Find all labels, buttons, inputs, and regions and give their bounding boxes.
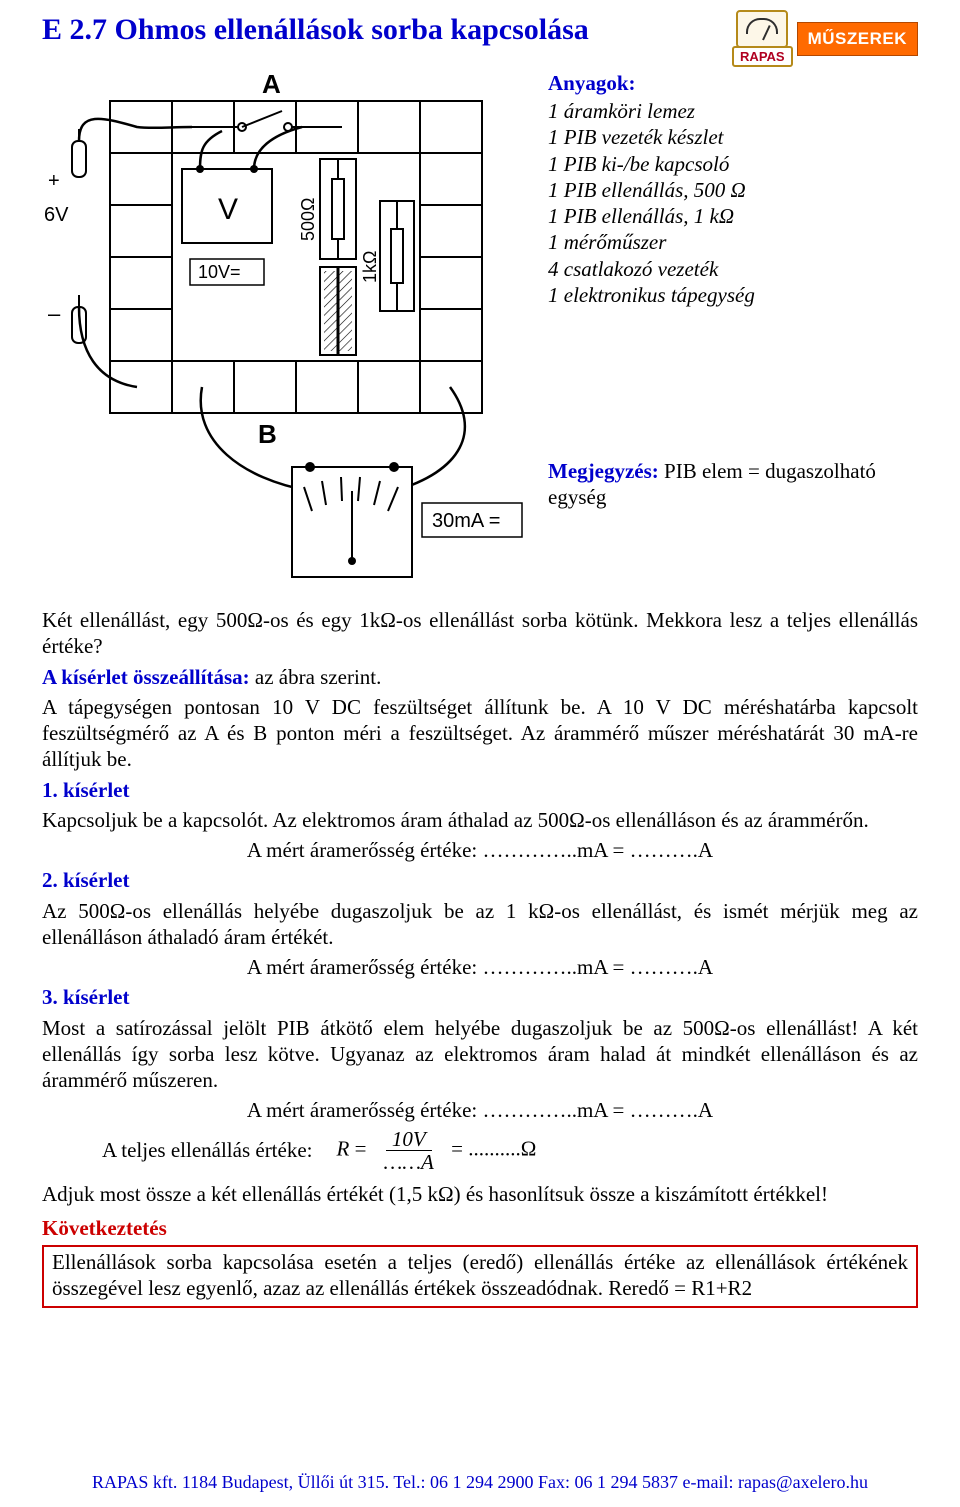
brand-subtitle: MŰSZEREK (797, 22, 918, 56)
diagram-label-A: A (262, 71, 281, 99)
materials-item: 1 elektronikus tápegység (548, 282, 918, 308)
materials-item: 1 áramköri lemez (548, 98, 918, 124)
exp2-body: Az 500Ω-os ellenállás helyébe dugaszolju… (42, 898, 918, 951)
materials-heading: Anyagok: (548, 71, 918, 96)
setup-tail: az ábra szerint. (250, 665, 382, 689)
exp2-measure: A mért áramerősség értéke: …………..mA = ……… (42, 954, 918, 980)
brand-logo: RAPAS MŰSZEREK (732, 10, 918, 67)
materials-item: 1 PIB ellenállás, 1 kΩ (548, 203, 918, 229)
exp1-measure: A mért áramerősség értéke: …………..mA = ……… (42, 837, 918, 863)
footer-text: RAPAS kft. 1184 Budapest, Üllői út 315. … (0, 1472, 960, 1493)
exp1-heading: 1. kísérlet (42, 777, 918, 803)
frac-den: ……A (378, 1151, 440, 1173)
exp3-resistance-line: A teljes ellenállás értéke: R = 10V ……A … (102, 1128, 918, 1173)
diagram-label-500ohm: 500Ω (298, 198, 318, 242)
materials-item: 1 PIB ki-/be kapcsoló (548, 151, 918, 177)
diagram-label-30mA: 30mA = (432, 510, 500, 532)
exp3-heading: 3. kísérlet (42, 984, 918, 1010)
diagram-label-10V: 10V= (198, 262, 241, 282)
materials-item: 1 PIB vezeték készlet (548, 124, 918, 150)
exp3-body: Most a satírozással jelölt PIB átkötő el… (42, 1015, 918, 1094)
diagram-label-minus: – (48, 301, 61, 326)
setup-body: A tápegységen pontosan 10 V DC feszültsé… (42, 694, 918, 773)
page-title: E 2.7 Ohmos ellenállások sorba kapcsolás… (42, 12, 589, 48)
intro-text: Két ellenállást, egy 500Ω-os és egy 1kΩ-… (42, 607, 918, 660)
diagram-label-6V: 6V (44, 204, 69, 226)
meter-icon (736, 10, 788, 48)
brand-name: RAPAS (732, 46, 793, 67)
exp3-rlabel: A teljes ellenállás értéke: (102, 1137, 313, 1163)
diagram-label-V: V (218, 193, 238, 226)
materials-block: Anyagok: 1 áramköri lemez 1 PIB vezeték … (548, 71, 918, 308)
materials-item: 1 PIB ellenállás, 500 Ω (548, 177, 918, 203)
frac-num: 10V (386, 1128, 432, 1151)
diagram-label-1kohm: 1kΩ (360, 251, 380, 283)
conclusion-box: Ellenállások sorba kapcsolása esetén a t… (42, 1245, 918, 1308)
exp3-measure: A mért áramerősség értéke: …………..mA = ……… (42, 1097, 918, 1123)
materials-item: 4 csatlakozó vezeték (548, 256, 918, 282)
compare-text: Adjuk most össze a két ellenállás értéké… (42, 1181, 918, 1207)
note-label: Megjegyzés: (548, 459, 659, 483)
exp2-heading: 2. kísérlet (42, 867, 918, 893)
conclusion-heading: Következtetés (42, 1215, 918, 1241)
exp1-body: Kapcsoljuk be a kapcsolót. Az elektromos… (42, 807, 918, 833)
diagram-label-plus: + (48, 170, 60, 192)
materials-item: 1 mérőműszer (548, 229, 918, 255)
circuit-diagram: A V 10V= 500Ω (42, 71, 532, 601)
diagram-label-B: B (258, 419, 277, 449)
conclusion-text: Ellenállások sorba kapcsolása esetén a t… (52, 1250, 908, 1300)
note-block: Megjegyzés: PIB elem = dugaszolható egys… (548, 458, 918, 511)
setup-heading: A kísérlet összeállítása: (42, 665, 250, 689)
exp3-rtail: = ..........Ω (451, 1136, 536, 1160)
